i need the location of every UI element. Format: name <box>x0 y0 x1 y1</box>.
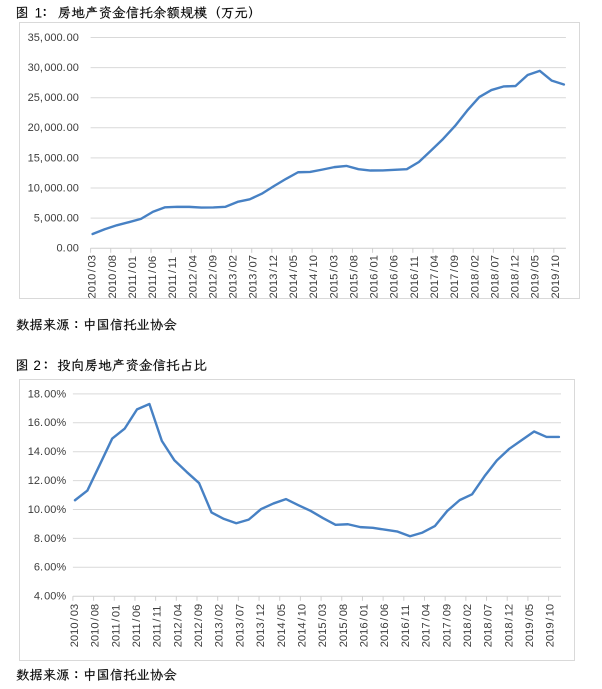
svg-text:2011/06: 2011/06 <box>131 605 143 648</box>
svg-text:8.00%: 8.00% <box>34 533 66 545</box>
svg-text:2013/07: 2013/07 <box>248 255 260 298</box>
svg-text:2018/12: 2018/12 <box>503 604 515 647</box>
svg-text:2017/04: 2017/04 <box>429 255 441 298</box>
svg-text:1: 1 <box>35 5 43 20</box>
svg-text:2011/06: 2011/06 <box>147 256 159 299</box>
svg-text:2014/10: 2014/10 <box>308 255 320 298</box>
svg-text:5,000.00: 5,000.00 <box>34 213 79 225</box>
svg-text:2013/02: 2013/02 <box>214 604 226 647</box>
svg-text:2011/11: 2011/11 <box>167 257 179 299</box>
svg-text:2016/01: 2016/01 <box>359 604 371 647</box>
svg-text:2014/05: 2014/05 <box>276 604 288 647</box>
svg-text:16.00%: 16.00% <box>28 417 67 429</box>
svg-text:2019/10: 2019/10 <box>545 604 557 647</box>
svg-text:2010/03: 2010/03 <box>69 604 81 647</box>
svg-text:2019/10: 2019/10 <box>550 255 562 298</box>
svg-text:2012/09: 2012/09 <box>207 255 219 298</box>
svg-text:2018/12: 2018/12 <box>510 255 522 298</box>
svg-text:2013/12: 2013/12 <box>255 604 267 647</box>
svg-text:2018/07: 2018/07 <box>489 255 501 298</box>
svg-text:35,000.00: 35,000.00 <box>28 32 79 44</box>
svg-text:2011/01: 2011/01 <box>110 605 122 648</box>
svg-text:2017/09: 2017/09 <box>449 255 461 298</box>
svg-text:4.00%: 4.00% <box>34 591 66 603</box>
svg-text:2: 2 <box>33 358 41 373</box>
svg-text:2011/11: 2011/11 <box>152 606 164 648</box>
svg-text:25,000.00: 25,000.00 <box>28 92 79 104</box>
svg-text:0.00: 0.00 <box>56 243 78 255</box>
svg-text:2010/08: 2010/08 <box>107 255 119 298</box>
svg-text:2013/02: 2013/02 <box>228 255 240 298</box>
svg-text:2014/05: 2014/05 <box>288 255 300 298</box>
svg-text:12.00%: 12.00% <box>28 475 67 487</box>
svg-text:2012/04: 2012/04 <box>187 255 199 298</box>
svg-text:10,000.00: 10,000.00 <box>28 182 79 194</box>
svg-text:2018/07: 2018/07 <box>483 604 495 647</box>
svg-text:2015/03: 2015/03 <box>317 604 329 647</box>
svg-text:2017/09: 2017/09 <box>441 604 453 647</box>
svg-text:2013/12: 2013/12 <box>268 255 280 298</box>
svg-text:6.00%: 6.00% <box>34 562 66 574</box>
svg-text:2010/03: 2010/03 <box>87 255 99 298</box>
svg-text:10.00%: 10.00% <box>28 504 67 516</box>
svg-text:2012/04: 2012/04 <box>172 604 184 647</box>
svg-text:2015/03: 2015/03 <box>328 255 340 298</box>
svg-text:2019/05: 2019/05 <box>524 604 536 647</box>
svg-text:2018/02: 2018/02 <box>462 604 474 647</box>
svg-text:2012/09: 2012/09 <box>193 604 205 647</box>
svg-text:14.00%: 14.00% <box>28 446 67 458</box>
svg-text:2019/05: 2019/05 <box>530 255 542 298</box>
svg-text:2014/10: 2014/10 <box>296 604 308 647</box>
svg-text:2011/01: 2011/01 <box>127 256 139 299</box>
svg-text:18.00%: 18.00% <box>28 388 67 400</box>
svg-text:2018/02: 2018/02 <box>469 255 481 298</box>
svg-text:2013/07: 2013/07 <box>234 604 246 647</box>
svg-text:30,000.00: 30,000.00 <box>28 62 79 74</box>
svg-text:2016/11: 2016/11 <box>400 605 412 648</box>
svg-text:2016/01: 2016/01 <box>369 255 381 298</box>
svg-text:2015/08: 2015/08 <box>348 255 360 298</box>
svg-text:2016/06: 2016/06 <box>379 604 391 647</box>
svg-text:2017/04: 2017/04 <box>421 604 433 647</box>
svg-text:2015/08: 2015/08 <box>338 604 350 647</box>
svg-text:2016/11: 2016/11 <box>409 256 421 299</box>
svg-text:2016/06: 2016/06 <box>389 255 401 298</box>
svg-text:20,000.00: 20,000.00 <box>28 122 79 134</box>
svg-text:2010/08: 2010/08 <box>90 604 102 647</box>
svg-text:15,000.00: 15,000.00 <box>28 152 79 164</box>
